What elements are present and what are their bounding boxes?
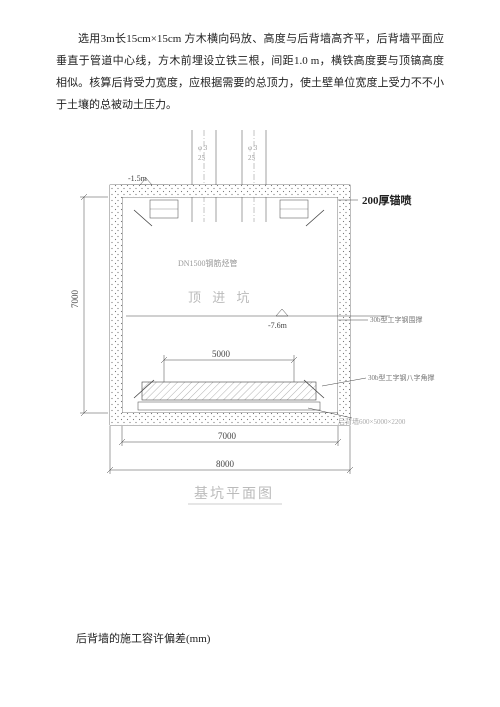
inner-labels: DN1500钢筋烃管 顶 进 坑 <box>178 258 254 305</box>
svg-text:基坑平面图: 基坑平面图 <box>194 485 274 502</box>
svg-text:25: 25 <box>198 154 206 162</box>
svg-text:200厚锚喷: 200厚锚喷 <box>362 193 412 207</box>
level-mark-1: -1.5m <box>120 174 168 185</box>
svg-text:30b型工字钢八字角撑: 30b型工字钢八字角撑 <box>368 373 435 382</box>
svg-text:-1.5m: -1.5m <box>128 174 148 183</box>
mid-line: -7.6m <box>126 309 390 330</box>
svg-text:后背墙600×5000×2200: 后背墙600×5000×2200 <box>338 417 406 426</box>
svg-text:φ 3: φ 3 <box>248 144 258 152</box>
diagram-title: 基坑平面图 <box>188 485 282 504</box>
svg-text:7000: 7000 <box>218 431 237 441</box>
foundation-plan-diagram: φ 3 25 φ 3 25 -1.5m <box>90 130 420 530</box>
top-struts <box>150 200 308 218</box>
svg-text:-7.6m: -7.6m <box>268 321 288 330</box>
bottom-caption: 后背墙的施工容许偏差(mm) <box>76 630 210 646</box>
svg-text:8000: 8000 <box>216 459 235 469</box>
callouts: 200厚锚喷 30b型工字钢围撑 30b型工字钢八字角撑 后背墙600×5000… <box>308 193 435 426</box>
svg-text:φ 3: φ 3 <box>198 144 208 152</box>
paragraph-body: 选用3m长15cm×15cm 方木横向码放、高度与后背墙高齐平，后背墙平面应垂直… <box>56 28 444 116</box>
svg-text:30b型工字钢围撑: 30b型工字钢围撑 <box>370 315 423 324</box>
svg-text:5000: 5000 <box>212 349 231 359</box>
svg-text:顶 进 坑: 顶 进 坑 <box>188 290 254 305</box>
svg-text:25: 25 <box>248 154 256 162</box>
svg-text:DN1500钢筋烃管: DN1500钢筋烃管 <box>178 258 238 268</box>
back-wall <box>138 382 320 410</box>
svg-text:7000: 7000 <box>70 290 80 309</box>
pipe-labels: φ 3 25 φ 3 25 <box>198 144 258 162</box>
